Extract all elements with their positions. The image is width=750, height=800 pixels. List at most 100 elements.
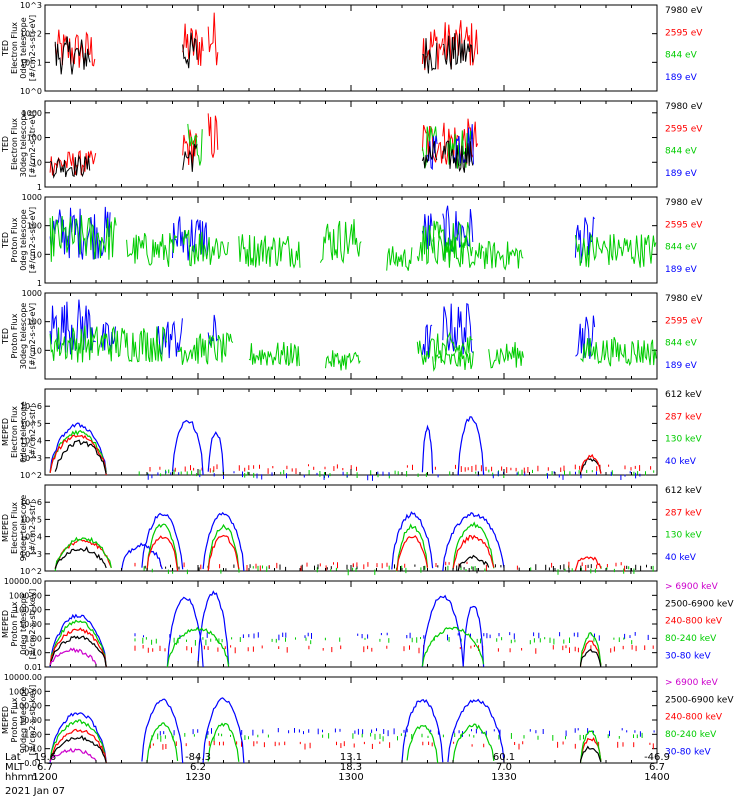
y-axis-label: [#/cm2-s-str] [28, 501, 37, 554]
y-tick-label: 100.00 [14, 702, 657, 711]
noise-floor-series [159, 728, 655, 737]
flux-series [166, 626, 230, 668]
flux-series [207, 534, 240, 571]
flux-series [182, 23, 204, 66]
flux-series [422, 38, 438, 74]
flux-series [579, 631, 602, 666]
y-tick-label: 10.00 [19, 716, 657, 725]
flux-series [141, 512, 184, 570]
y-tick-text: 10^2 [20, 567, 42, 576]
y-tick-text: 10^2 [20, 30, 42, 39]
flux-series [207, 722, 240, 762]
noise-floor-series [134, 637, 633, 646]
y-tick-label: 10^4 [20, 437, 657, 446]
x-row-label-lat: Lat [5, 752, 21, 763]
legend-item: 844 eV [665, 243, 698, 253]
flux-series [579, 457, 602, 474]
flux-series [49, 734, 107, 763]
flux-series [579, 453, 602, 474]
legend-item: 130 keV [665, 435, 702, 445]
y-axis-label: [#/cm2-s-str-eV] [28, 207, 37, 273]
flux-series [182, 129, 198, 168]
panel-frame [44, 484, 658, 572]
y-tick-label: 1000 [22, 193, 657, 202]
legend-item: 189 eV [665, 361, 698, 371]
y-tick-label: 0.10 [24, 649, 657, 658]
panel-5: 10^2 10^3 10^4 10^5 10^6 MEPED Electron Flux 0d… [1, 388, 702, 481]
flux-series [197, 590, 230, 665]
y-tick-label: 10^3 [20, 550, 657, 559]
y-tick-text: 0.01 [24, 663, 42, 672]
y-axis-label: Proton Flux [10, 697, 19, 742]
flux-series [49, 206, 111, 260]
flux-series [442, 140, 474, 173]
flux-series [421, 324, 433, 359]
x-col-mlt: 7.0 [496, 762, 512, 773]
flux-series [325, 350, 361, 371]
y-tick-text: 1000 [22, 193, 42, 202]
panel-frame [44, 388, 658, 476]
y-tick-label: 10000.00 [4, 673, 657, 682]
flux-series [49, 619, 107, 667]
noise-floor-series [151, 732, 643, 742]
legend-item: 40 keV [665, 553, 697, 563]
noise-floor-series [147, 471, 641, 481]
flux-series [442, 512, 505, 572]
flux-series [421, 29, 444, 71]
legend-item: 2595 eV [665, 220, 703, 230]
legend-item: 240-800 keV [665, 713, 723, 723]
y-tick-text: 1.00 [24, 634, 42, 643]
flux-series [416, 220, 473, 265]
panel-frame [44, 100, 658, 188]
x-col-lat: 13.1 [340, 752, 362, 763]
y-tick-label: 10^2 [20, 471, 657, 480]
x-col-mlt: 18.3 [340, 762, 362, 773]
flux-series [579, 745, 602, 763]
legend-item: 130 keV [665, 531, 702, 541]
y-tick-label: 10000.00 [4, 577, 657, 586]
y-tick-label: 1 [37, 279, 657, 288]
flux-series [49, 422, 107, 473]
y-axis-label: TED [1, 328, 10, 345]
plot-area [49, 113, 479, 179]
flux-series [579, 730, 602, 763]
panel-frame [44, 580, 658, 668]
legend-item: 844 eV [665, 147, 698, 157]
y-axis-label: MEPED [1, 610, 10, 638]
x-col-lat: 60.1 [493, 752, 515, 763]
flux-series [488, 342, 524, 369]
plot-area [54, 12, 479, 75]
flux-series [187, 123, 203, 166]
y-tick-text: 1000.00 [9, 687, 42, 696]
y-tick-text: 10 [32, 158, 42, 167]
y-tick-text: 10^4 [20, 437, 42, 446]
flux-series [442, 20, 479, 70]
y-axis-label: Proton Flux [10, 601, 19, 646]
flux-series [580, 337, 657, 367]
y-axis-label: TED [1, 136, 10, 153]
y-tick-text: 10 [32, 346, 42, 355]
y-tick-text: 10^2 [20, 471, 42, 480]
x-col-hhmm: 1330 [491, 772, 516, 783]
y-axis-label: [#/cm2-s-str-keV] [28, 589, 37, 660]
flux-series [49, 728, 107, 763]
y-tick-label: 10^3 [20, 1, 657, 10]
y-tick-text: 100.00 [14, 702, 42, 711]
flux-series [49, 627, 107, 668]
y-tick-text: 1000 [22, 109, 42, 118]
y-tick-text: 1 [37, 183, 42, 192]
flux-series [49, 429, 107, 474]
flux-series [457, 416, 485, 476]
y-tick-text: 1 [37, 279, 42, 288]
y-tick-label: 1 [37, 183, 657, 192]
flux-series [49, 747, 97, 763]
y-tick-label: 10^5 [20, 515, 657, 524]
y-axis-label: 0deg telescope [19, 401, 28, 462]
flux-series [49, 635, 107, 668]
flux-series [54, 29, 96, 68]
y-axis-label: Proton Flux [10, 313, 19, 358]
y-tick-text: 0.10 [24, 745, 42, 754]
y-tick-text: 10 [32, 250, 42, 259]
y-axis-label: 0deg telescope [19, 593, 28, 654]
x-col-hhmm: 1200 [32, 772, 57, 783]
